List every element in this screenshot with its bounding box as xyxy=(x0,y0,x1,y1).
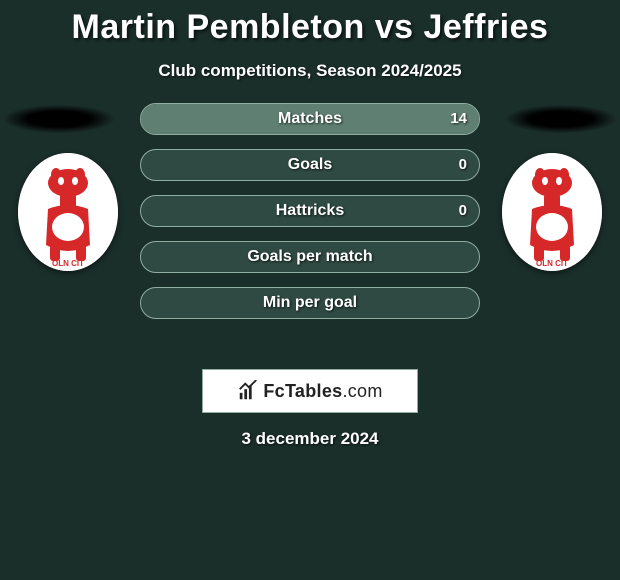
svg-text:OLN CIT: OLN CIT xyxy=(52,259,84,268)
lincoln-city-crest-icon: OLN CIT xyxy=(18,153,118,271)
stat-bars: Matches 14 Goals 0 Hattricks 0 Goals per match… xyxy=(140,103,480,333)
club-crest-right: OLN CIT xyxy=(502,153,602,271)
comparison-arena: OLN CIT OLN CIT Matches14Goals0Hattricks… xyxy=(0,103,620,353)
stat-label: Goals per match xyxy=(247,248,372,265)
site-name-strong: FcTables xyxy=(263,381,342,401)
club-crest-left: OLN CIT xyxy=(18,153,118,271)
stat-value-right: 0 xyxy=(459,196,467,226)
stat-value-right: 0 xyxy=(459,150,467,180)
site-name-domain: .com xyxy=(342,381,382,401)
page-subtitle: Club competitions, Season 2024/2025 xyxy=(0,61,620,81)
stat-label: Goals xyxy=(288,156,332,173)
stat-label: Hattricks xyxy=(276,202,344,219)
stat-bar: Matches 14 xyxy=(140,103,480,135)
stat-label: Min per goal xyxy=(263,294,357,311)
player-shadow-left xyxy=(4,105,114,133)
site-logo: FcTables.com xyxy=(202,369,418,413)
player-shadow-right xyxy=(506,105,616,133)
lincoln-city-crest-icon: OLN CIT xyxy=(502,153,602,271)
site-logo-text: FcTables.com xyxy=(263,381,382,402)
stat-bar: Hattricks 0 xyxy=(140,195,480,227)
stat-label: Matches xyxy=(278,110,342,127)
svg-text:OLN CIT: OLN CIT xyxy=(536,259,568,268)
bar-chart-icon xyxy=(237,380,259,402)
snapshot-date: 3 december 2024 xyxy=(0,429,620,449)
stat-bar: Min per goal xyxy=(140,287,480,319)
stat-bar: Goals per match xyxy=(140,241,480,273)
page-title: Martin Pembleton vs Jeffries xyxy=(0,0,620,47)
stat-value-right: 14 xyxy=(450,104,467,134)
stat-bar: Goals 0 xyxy=(140,149,480,181)
